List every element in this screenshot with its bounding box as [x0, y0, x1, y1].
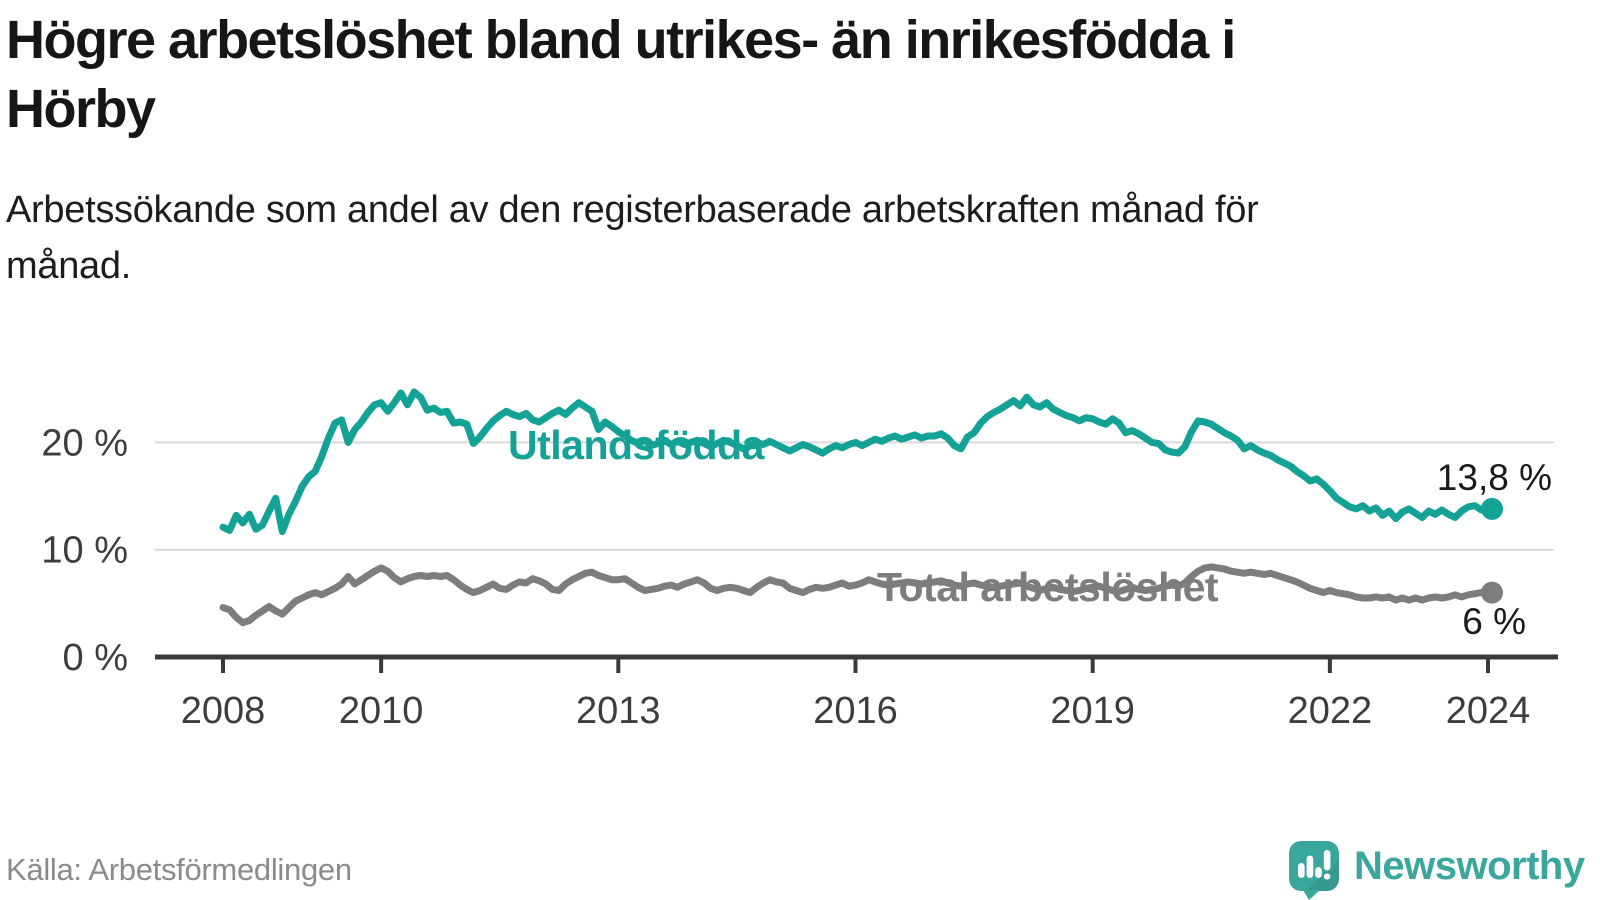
- page-subtitle: Arbetssökande som andel av den registerb…: [6, 189, 1259, 287]
- series-endpoint-total-arbetsloshet: [1481, 581, 1503, 604]
- brand-name: Newsworthy: [1354, 844, 1585, 888]
- newsworthy-bubble-icon: [1289, 841, 1339, 900]
- series-line-total-arbetsloshet: [219, 563, 1492, 627]
- end-value-label-total-arbetsloshet: 6 %: [1462, 601, 1526, 642]
- x-tick-label: 2024: [1446, 690, 1531, 732]
- x-axis-labels: 2008 2010 2013 2016 2019 2022 2024: [181, 690, 1531, 732]
- y-tick-label: 20 %: [41, 422, 128, 464]
- x-tick-label: 2019: [1050, 690, 1135, 732]
- y-tick-label: 10 %: [41, 530, 128, 572]
- series-lines: [219, 388, 1503, 627]
- source-note: Källa: Arbetsförmedlingen: [6, 852, 352, 887]
- page-title: Högre arbetslöshet bland utrikes- än inr…: [6, 10, 1236, 139]
- x-tick-label: 2010: [339, 690, 424, 732]
- series-endpoint-utlandsfodda: [1481, 497, 1503, 520]
- chart-header: Högre arbetslöshet bland utrikes- än inr…: [6, 6, 1536, 294]
- series-labels: Utlandsfödda 13,8 % Total arbetslöshet 6 %: [508, 422, 1552, 642]
- y-axis-labels: 0 % 10 % 20 %: [41, 422, 128, 679]
- end-value-label-utlandsfodda: 13,8 %: [1437, 457, 1552, 498]
- series-line-utlandsfodda: [219, 388, 1492, 535]
- x-tick-label: 2013: [576, 690, 661, 732]
- x-tick-label: 2016: [813, 690, 898, 732]
- gridlines: [155, 441, 1554, 551]
- brand-logo: Newsworthy: [1288, 840, 1585, 900]
- series-label-utlandsfodda: Utlandsfödda: [508, 422, 766, 468]
- x-tick-label: 2022: [1288, 690, 1373, 732]
- y-tick-label: 0 %: [63, 637, 128, 679]
- x-tick-label: 2008: [181, 690, 266, 732]
- x-axis: [155, 654, 1558, 673]
- series-label-total-arbetsloshet: Total arbetslöshet: [877, 564, 1219, 610]
